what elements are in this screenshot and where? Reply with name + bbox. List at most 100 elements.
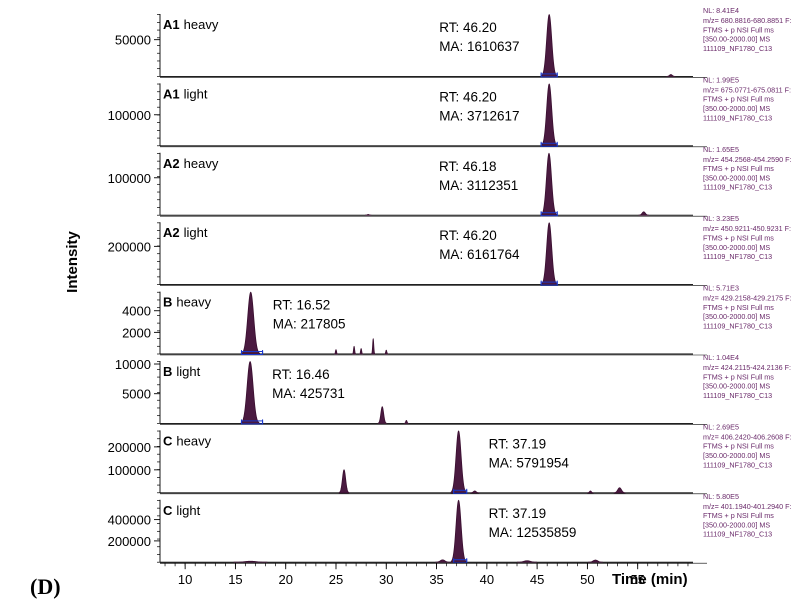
scan-filter-line: 111109_NF1780_C13 bbox=[703, 183, 772, 192]
mass-area-label: MA: 425731 bbox=[272, 386, 345, 401]
peak bbox=[377, 406, 387, 424]
x-tick-label: 45 bbox=[530, 572, 544, 587]
y-tick-label: 5000 bbox=[122, 387, 151, 402]
scan-filter-line: [350.00-2000.00] MS bbox=[703, 520, 770, 529]
y-tick-label: 100000 bbox=[108, 108, 151, 123]
peak bbox=[240, 361, 260, 424]
mass-area-label: MA: 12535859 bbox=[489, 525, 577, 540]
y-tick-label: 50000 bbox=[115, 33, 151, 48]
scan-filter-line: 111109_NF1780_C13 bbox=[703, 322, 772, 331]
isotope-label: light bbox=[184, 86, 208, 101]
mass-area-label: MA: 6161764 bbox=[439, 247, 520, 262]
x-tick-label: 20 bbox=[278, 572, 292, 587]
mass-area-label: MA: 3112351 bbox=[439, 178, 518, 193]
x-tick-label: 25 bbox=[329, 572, 343, 587]
x-axis: 10 15 20 25 30 35 40 45 50 55 bbox=[160, 562, 693, 587]
normalization-level: NL: 2.69E5 bbox=[703, 422, 739, 431]
normalization-level: NL: 5.71E3 bbox=[703, 284, 739, 293]
x-tick-label: 35 bbox=[429, 572, 443, 587]
scan-filter-line: FTMS + p NSI Full ms bbox=[703, 442, 774, 451]
scan-filter-line: 111109_NF1780_C13 bbox=[703, 44, 772, 53]
peak bbox=[338, 469, 350, 494]
x-tick-label: 30 bbox=[379, 572, 393, 587]
panel-title: A1 heavy bbox=[163, 17, 219, 32]
panel-title: A2 light bbox=[163, 225, 208, 240]
peak bbox=[359, 348, 364, 355]
y-tick-label: 100000 bbox=[108, 463, 151, 478]
peak bbox=[450, 430, 467, 494]
scan-filter-line: 111109_NF1780_C13 bbox=[703, 113, 772, 122]
scan-filter-line: FTMS + p NSI Full ms bbox=[703, 234, 774, 243]
scan-filter-line: m/z= 429.2158-429.2175 F: bbox=[703, 294, 792, 303]
peak bbox=[435, 559, 450, 563]
isotope-label: heavy bbox=[184, 156, 219, 171]
compound-name: A1 bbox=[163, 86, 180, 101]
compound-name: C bbox=[163, 503, 173, 518]
retention-time-label: RT: 37.19 bbox=[489, 436, 547, 451]
scan-filter-line: m/z= 424.2115-424.2136 F: bbox=[703, 363, 791, 372]
peak bbox=[638, 211, 649, 216]
x-tick-label: 55 bbox=[630, 572, 644, 587]
retention-time-label: RT: 16.46 bbox=[272, 367, 330, 382]
retention-time-label: RT: 16.52 bbox=[273, 298, 331, 313]
scan-filter-line: FTMS + p NSI Full ms bbox=[703, 25, 774, 34]
peak bbox=[241, 291, 261, 355]
y-tick-label: 2000 bbox=[122, 325, 151, 340]
scan-filter-line: m/z= 401.1940-401.2940 F: bbox=[703, 502, 792, 511]
peak bbox=[588, 559, 603, 563]
mass-area-label: MA: 1610637 bbox=[439, 39, 519, 54]
figure-panel-label: (D) bbox=[30, 574, 61, 599]
x-tick-label: 50 bbox=[580, 572, 594, 587]
retention-time-label: RT: 46.20 bbox=[439, 89, 497, 104]
peak bbox=[517, 560, 538, 563]
peak bbox=[541, 13, 558, 77]
scan-filter-line: [350.00-2000.00] MS bbox=[703, 312, 770, 321]
panel-b-heavy: 4000 2000 B heavy RT: 16.52 MA: 217805 NL: 5.7… bbox=[122, 284, 792, 356]
compound-name: A1 bbox=[163, 17, 180, 32]
isotope-label: heavy bbox=[176, 295, 211, 310]
scan-filter-line: [350.00-2000.00] MS bbox=[703, 243, 770, 252]
y-tick-label: 4000 bbox=[122, 304, 151, 319]
peak bbox=[333, 349, 339, 355]
scan-filter-line: FTMS + p NSI Full ms bbox=[703, 303, 774, 312]
peak bbox=[371, 338, 376, 355]
normalization-level: NL: 3.23E5 bbox=[703, 214, 739, 223]
panel-c-heavy: 200000 100000 C heavy RT: 37.19 MA: 5791954 NL… bbox=[108, 422, 792, 495]
normalization-level: NL: 1.04E4 bbox=[703, 353, 739, 362]
normalization-level: NL: 8.41E4 bbox=[703, 6, 739, 15]
y-tick-label: 400000 bbox=[108, 513, 151, 528]
panel-title: A1 light bbox=[163, 86, 208, 101]
mass-area-label: MA: 3712617 bbox=[439, 108, 519, 123]
scan-filter-line: 111109_NF1780_C13 bbox=[703, 252, 772, 261]
isotope-label: light bbox=[176, 364, 200, 379]
panel-b-light: 10000 5000 B light RT: 16.46 MA: 425731 NL: 1.… bbox=[115, 353, 791, 425]
peak bbox=[233, 560, 268, 563]
y-tick-label: 10000 bbox=[115, 357, 151, 372]
peak bbox=[541, 152, 557, 216]
isotope-label: heavy bbox=[184, 17, 219, 32]
scan-filter-line: 111109_NF1780_C13 bbox=[703, 460, 772, 469]
scan-filter-line: [350.00-2000.00] MS bbox=[703, 104, 770, 113]
scan-filter-line: 111109_NF1780_C13 bbox=[703, 530, 772, 539]
isotope-label: light bbox=[176, 503, 200, 518]
panel-a1-heavy: 50000 A1 heavy RT: 46.20 MA: 1610637 NL: 8.41… bbox=[115, 6, 792, 78]
panel-a1-light: 100000 A1 light RT: 46.20 MA: 3712617 NL: 1.9… bbox=[108, 75, 791, 148]
mass-area-label: MA: 5791954 bbox=[489, 455, 570, 470]
panel-a2-light: 200000 A2 light RT: 46.20 MA: 6161764 NL: 3.2… bbox=[108, 214, 791, 286]
retention-time-label: RT: 46.20 bbox=[439, 20, 497, 35]
retention-time-label: RT: 46.18 bbox=[439, 159, 497, 174]
scan-filter-line: [350.00-2000.00] MS bbox=[703, 173, 770, 182]
scan-filter-line: [350.00-2000.00] MS bbox=[703, 451, 770, 460]
y-tick-label: 200000 bbox=[108, 440, 151, 455]
peak bbox=[587, 490, 594, 494]
scan-filter-line: FTMS + p NSI Full ms bbox=[703, 95, 774, 104]
compound-name: A2 bbox=[163, 156, 180, 171]
peak bbox=[450, 499, 467, 563]
peak bbox=[470, 490, 480, 494]
scan-filter-line: [350.00-2000.00] MS bbox=[703, 382, 770, 391]
